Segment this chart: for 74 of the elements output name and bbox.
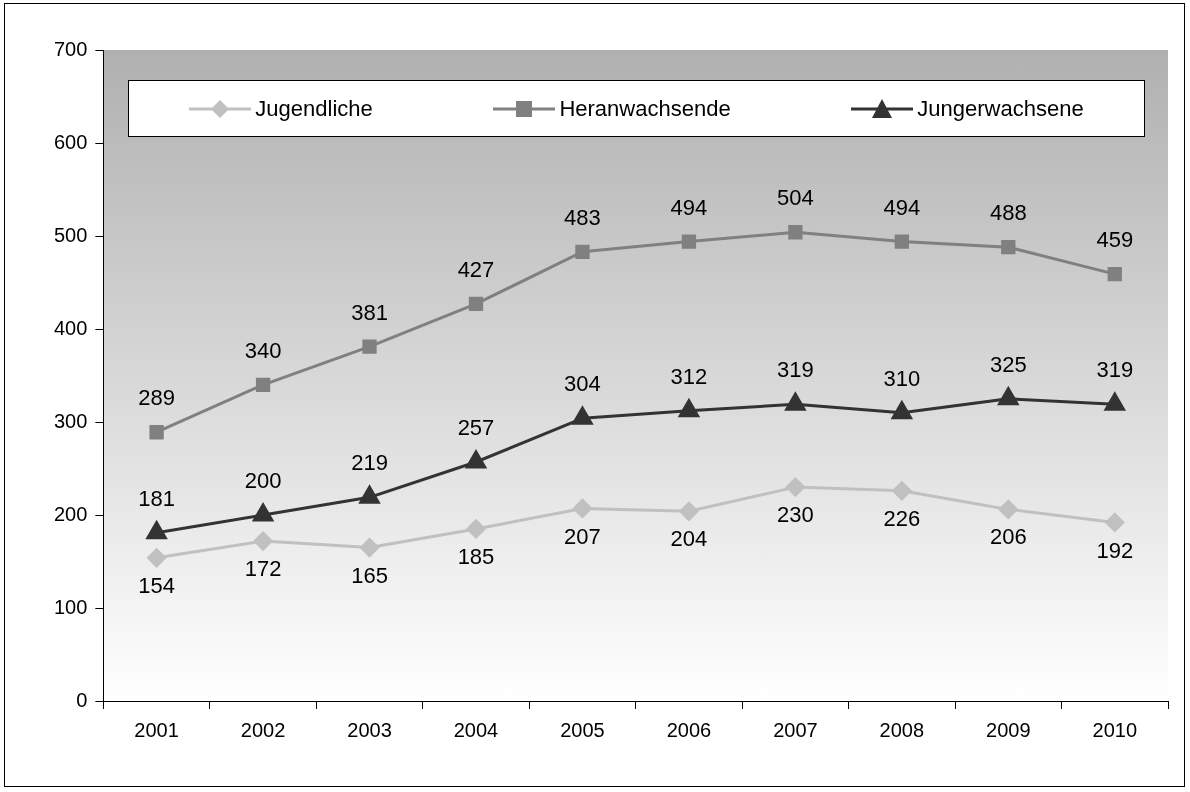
data-label: 427 bbox=[457, 256, 495, 282]
point bbox=[575, 244, 590, 259]
y-tick-label: 700 bbox=[53, 37, 88, 60]
data-label: 483 bbox=[564, 204, 601, 230]
data-label: 192 bbox=[1096, 537, 1134, 563]
point bbox=[1001, 240, 1016, 255]
y-tick-label: 300 bbox=[53, 409, 88, 432]
x-tick-label: 2009 bbox=[986, 718, 1031, 741]
data-label: 165 bbox=[351, 562, 388, 588]
data-label: 207 bbox=[564, 523, 601, 549]
point bbox=[681, 234, 697, 249]
data-label: 204 bbox=[670, 526, 708, 552]
point bbox=[1107, 266, 1122, 282]
data-label: 319 bbox=[1096, 357, 1134, 383]
data-label: 257 bbox=[457, 415, 495, 441]
data-label: 200 bbox=[244, 468, 282, 494]
point bbox=[998, 499, 1018, 519]
data-label: 325 bbox=[989, 351, 1027, 377]
data-label: 304 bbox=[564, 371, 601, 397]
x-tick-label: 2007 bbox=[773, 718, 818, 741]
data-label: 181 bbox=[138, 485, 175, 511]
y-tick-label: 500 bbox=[53, 223, 88, 246]
data-label: 289 bbox=[138, 385, 175, 411]
data-label: 488 bbox=[989, 200, 1027, 226]
y-tick-label: 100 bbox=[53, 595, 88, 618]
data-label: 319 bbox=[777, 357, 814, 383]
point bbox=[785, 477, 805, 497]
point bbox=[468, 296, 484, 312]
x-tick-label: 2004 bbox=[453, 718, 499, 741]
data-label: 459 bbox=[1096, 227, 1134, 253]
point bbox=[788, 225, 803, 240]
point bbox=[1105, 512, 1125, 532]
point bbox=[255, 377, 271, 392]
point bbox=[253, 531, 273, 551]
point bbox=[149, 425, 164, 440]
data-label: 494 bbox=[883, 194, 921, 220]
x-tick-label: 2001 bbox=[134, 718, 179, 741]
data-label: 310 bbox=[883, 365, 921, 391]
legend-label: Jugendliche bbox=[255, 95, 373, 122]
data-label: 185 bbox=[457, 544, 495, 570]
x-tick-label: 2006 bbox=[666, 718, 712, 741]
data-label: 381 bbox=[351, 299, 388, 325]
point bbox=[147, 548, 167, 568]
data-label: 504 bbox=[777, 185, 814, 211]
point bbox=[894, 234, 909, 249]
point bbox=[998, 387, 1019, 406]
data-label: 219 bbox=[351, 450, 388, 476]
point bbox=[362, 339, 377, 354]
point bbox=[679, 501, 699, 521]
point bbox=[892, 481, 912, 501]
point bbox=[891, 401, 912, 420]
data-label: 206 bbox=[989, 524, 1027, 550]
legend-label: Heranwachsende bbox=[559, 95, 731, 122]
x-tick-label: 2008 bbox=[879, 718, 925, 741]
y-tick-label: 200 bbox=[53, 502, 88, 525]
data-label: 172 bbox=[244, 556, 282, 582]
data-label: 312 bbox=[670, 363, 708, 389]
data-label: 340 bbox=[244, 337, 282, 363]
y-tick-label: 600 bbox=[53, 130, 88, 153]
x-tick-label: 2003 bbox=[347, 718, 392, 741]
y-tick-label: 400 bbox=[53, 316, 88, 339]
data-label: 230 bbox=[777, 502, 814, 528]
x-tick-label: 2010 bbox=[1092, 718, 1138, 741]
legend-label: Jungerwachsene bbox=[917, 95, 1084, 122]
data-label: 226 bbox=[883, 505, 921, 531]
y-tick-label: 0 bbox=[76, 688, 88, 711]
point bbox=[360, 538, 380, 558]
point bbox=[146, 521, 167, 540]
point bbox=[572, 498, 592, 518]
data-label: 494 bbox=[670, 194, 708, 220]
data-label: 154 bbox=[138, 572, 175, 598]
x-tick-label: 2002 bbox=[240, 718, 286, 741]
point bbox=[466, 519, 486, 539]
x-tick-label: 2005 bbox=[560, 718, 605, 741]
